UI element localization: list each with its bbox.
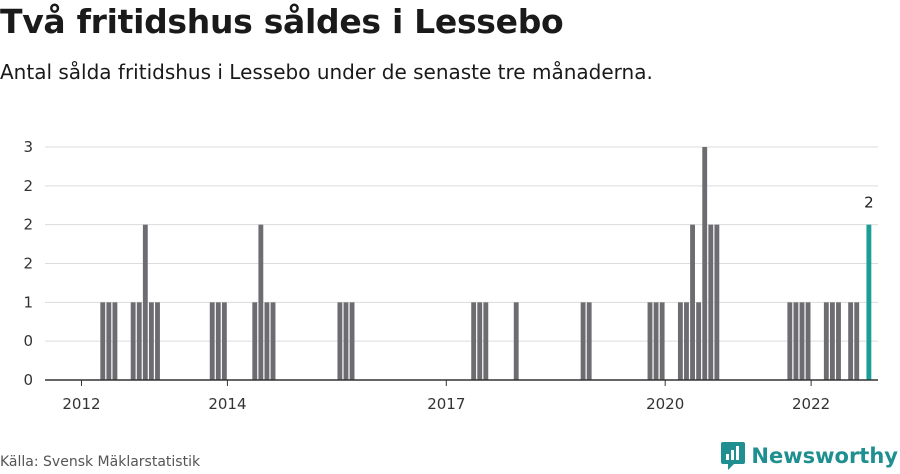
bar [264, 302, 270, 380]
y-tick-label: 0 [23, 371, 33, 389]
bar [142, 224, 148, 380]
bar [106, 302, 112, 380]
bar [112, 302, 118, 380]
brand-name: Newsworthy [751, 444, 898, 468]
x-tick-label: 2022 [792, 395, 830, 413]
bar [702, 147, 708, 380]
brand-logo: Newsworthy [720, 440, 898, 472]
bar [343, 302, 349, 380]
bar [805, 302, 811, 380]
data-label: 2 [864, 194, 874, 212]
newsworthy-logo-icon [721, 442, 746, 470]
bar-highlight [866, 224, 872, 380]
bar [580, 302, 586, 380]
bar [155, 302, 160, 380]
bar [215, 302, 221, 380]
bar [714, 224, 720, 380]
bar [221, 302, 227, 380]
bar [848, 302, 854, 380]
bar [130, 302, 136, 380]
y-tick-label: 0 [23, 332, 33, 350]
bar [148, 302, 154, 380]
bar [787, 302, 793, 380]
bar [696, 302, 702, 380]
source-note: Källa: Svensk Mäklarstatistik [0, 454, 201, 470]
bar [252, 302, 258, 380]
bar [647, 302, 653, 380]
bar [829, 302, 835, 380]
x-tick-label: 2020 [646, 395, 684, 413]
bar [337, 302, 343, 380]
bar [677, 302, 683, 380]
bar [471, 302, 477, 380]
bar [708, 224, 714, 380]
bar [586, 302, 592, 380]
x-tick-label: 2014 [208, 395, 246, 413]
bar [836, 302, 841, 380]
bar [100, 302, 106, 380]
x-tick-label: 2017 [427, 395, 465, 413]
y-tick-label: 2 [23, 216, 33, 234]
bar [209, 302, 215, 380]
y-tick-label: 2 [23, 255, 33, 273]
page-subtitle: Antal sålda fritidshus i Lessebo under d… [0, 60, 653, 84]
bar [270, 302, 276, 380]
bar [684, 302, 689, 380]
bar [659, 302, 665, 380]
bar [793, 302, 799, 380]
x-tick-label: 2012 [62, 395, 100, 413]
y-tick-label: 1 [23, 293, 33, 311]
page-title: Två fritidshus såldes i Lessebo [0, 2, 564, 41]
bar [823, 302, 829, 380]
bar [690, 224, 695, 380]
bar [799, 302, 805, 380]
bar [136, 302, 142, 380]
bar [258, 224, 264, 380]
bar [483, 302, 489, 380]
y-tick-label: 2 [23, 177, 33, 195]
bar [653, 302, 659, 380]
bar [513, 302, 519, 380]
y-tick-label: 3 [23, 138, 33, 156]
bar [854, 302, 860, 380]
bar [477, 302, 483, 380]
bar [349, 302, 355, 380]
